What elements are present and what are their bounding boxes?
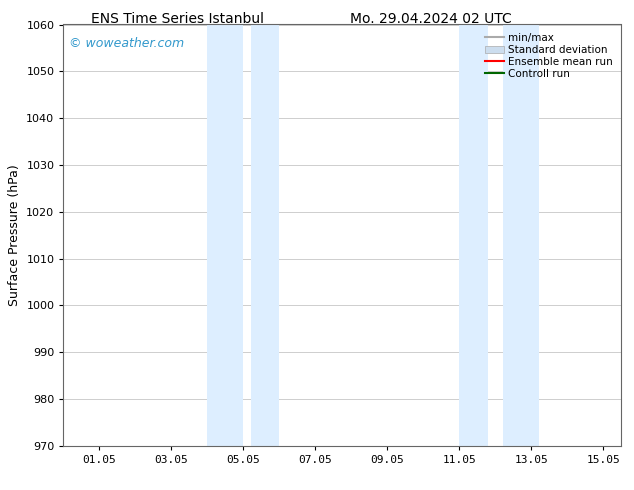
Bar [207, 24, 243, 446]
Legend: min/max, Standard deviation, Ensemble mean run, Controll run: min/max, Standard deviation, Ensemble me… [482, 30, 616, 82]
Text: © woweather.com: © woweather.com [69, 37, 184, 50]
Text: Mo. 29.04.2024 02 UTC: Mo. 29.04.2024 02 UTC [350, 12, 512, 26]
Bar [503, 24, 538, 446]
Bar [250, 24, 280, 446]
Bar [460, 24, 488, 446]
Text: ENS Time Series Istanbul: ENS Time Series Istanbul [91, 12, 264, 26]
Y-axis label: Surface Pressure (hPa): Surface Pressure (hPa) [8, 164, 21, 306]
